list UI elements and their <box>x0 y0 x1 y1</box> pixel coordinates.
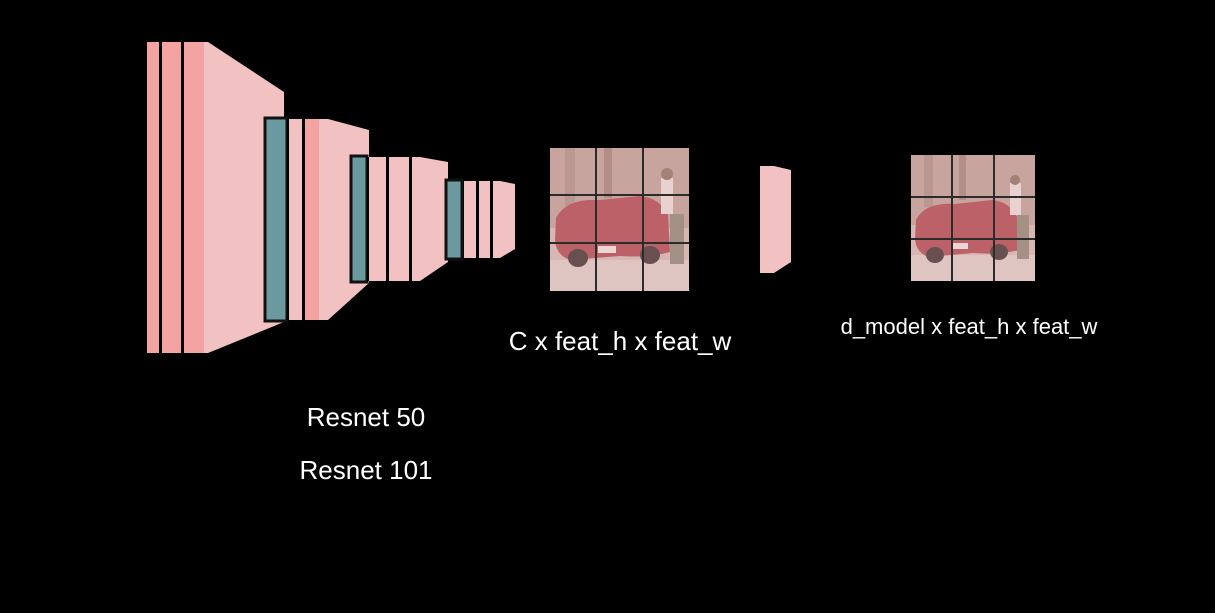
stage-3-teal-slab <box>349 154 369 284</box>
stage-2-slab-gap-1 <box>287 119 289 320</box>
feature-map-image <box>550 148 689 291</box>
stage-1-slab-2 <box>162 42 181 353</box>
projected-map-pillar-1 <box>924 155 933 207</box>
projected-map-car-wheel-1 <box>926 247 944 263</box>
feature-map-grid <box>550 148 689 291</box>
stage-1-slab-3 <box>184 42 204 353</box>
stage-2-teal-slab <box>263 116 289 323</box>
projected-map-pillar-2 <box>959 155 966 200</box>
backbone-label-resnet50: Resnet 50 <box>306 402 426 432</box>
stage-4-body <box>493 181 515 258</box>
stage-4-slab-1 <box>464 181 476 258</box>
stage-3-slab-gap-3 <box>409 157 412 281</box>
backbone-stage-4 <box>444 178 515 261</box>
stage-2-slab-2 <box>305 119 319 320</box>
projected-map-person-legs <box>1017 215 1029 259</box>
stage-4-slab-gap-1 <box>476 181 479 258</box>
stage-3-slab-gap-1 <box>367 157 369 281</box>
feature-map-person-legs <box>670 214 684 264</box>
projection-layer <box>760 166 791 273</box>
stage-2-slab-gap-2 <box>302 119 305 320</box>
projected-map-image <box>911 155 1035 281</box>
stage-1-slab-gap-2 <box>181 42 184 353</box>
feature-map-car-wheel-1 <box>568 249 588 267</box>
stage-2-slab-1 <box>289 119 302 320</box>
feature-map-pillar-2 <box>604 148 612 198</box>
projected-map-haze <box>911 155 1035 281</box>
stage-1-slab-1 <box>147 42 159 353</box>
projected-map-person <box>1010 183 1021 215</box>
feature-map-haze <box>550 148 689 291</box>
backbone-label-resnet101: Resnet 101 <box>299 455 433 485</box>
feature-map-car-wheel-2 <box>640 246 660 264</box>
feature-map-label: C x feat_h x feat_w <box>508 326 732 356</box>
feature-map-car-plate <box>598 246 616 253</box>
stage-4-slab-gap-2 <box>490 181 493 258</box>
stage-3-slab-gap-2 <box>386 157 389 281</box>
backbone-stage-3 <box>349 154 448 284</box>
projected-map-grid <box>911 155 1035 281</box>
projected-map-person-head <box>1010 175 1020 185</box>
feature-map-person-head <box>661 168 673 180</box>
stage-3-body <box>412 157 448 281</box>
stage-1-slab-gap-1 <box>159 42 162 353</box>
feature-map-pillar-1 <box>565 148 575 206</box>
stage-1-body <box>200 42 284 353</box>
stage-3-slab-2 <box>389 157 409 281</box>
stage-3-slab-1 <box>369 157 386 281</box>
stage-4-slab-2 <box>479 181 490 258</box>
stage-4-teal-slab <box>444 178 464 261</box>
projected-map-car-plate <box>952 243 968 249</box>
backbone-stage-1 <box>147 42 284 353</box>
projected-map-label: d_model x feat_h x feat_w <box>840 314 1098 339</box>
